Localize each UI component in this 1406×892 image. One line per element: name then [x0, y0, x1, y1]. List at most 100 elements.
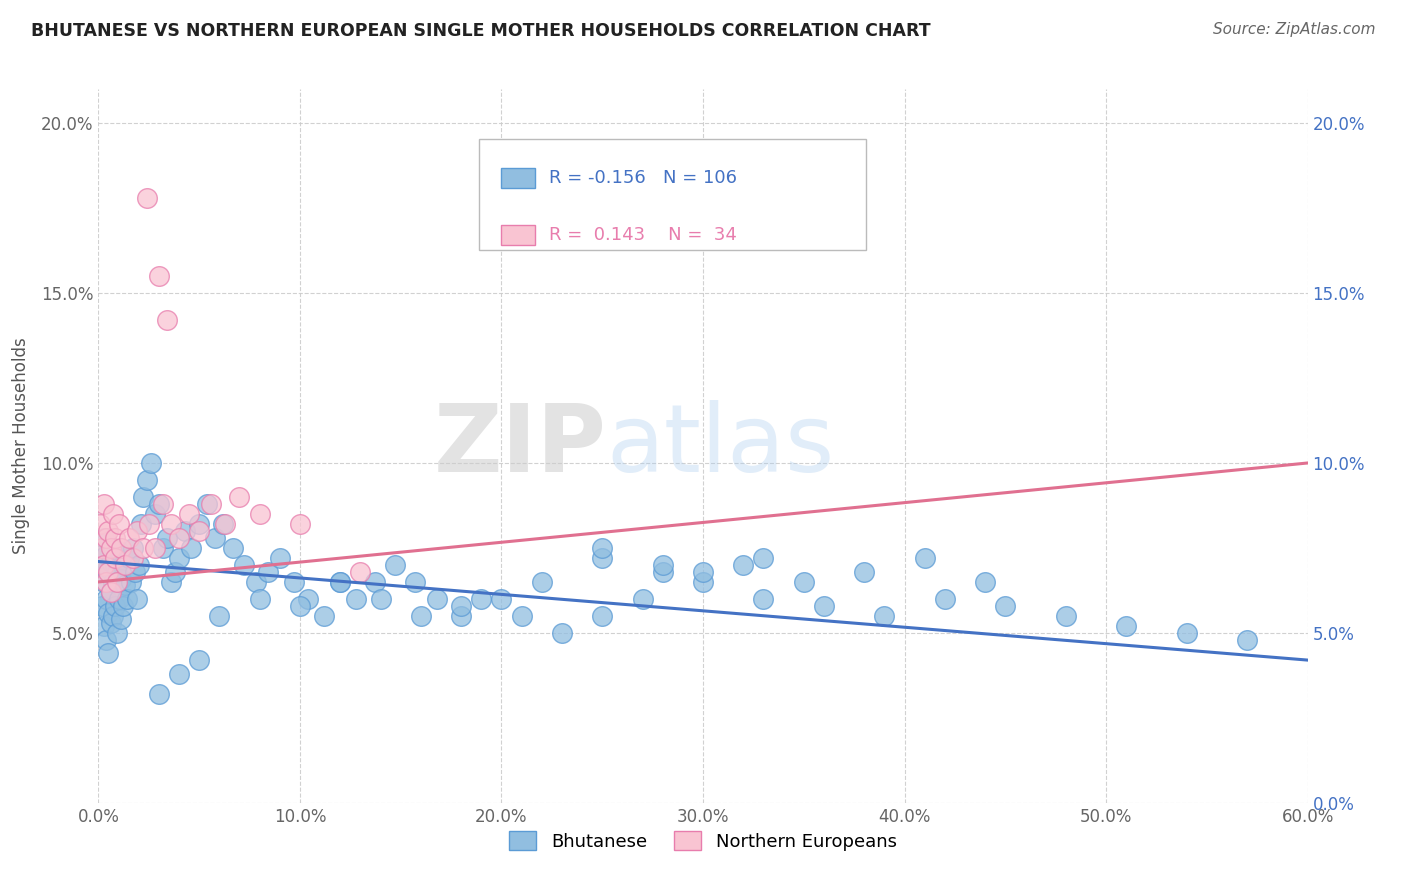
Point — [692, 574, 714, 589]
Point — [107, 517, 129, 532]
Point — [692, 565, 714, 579]
Point — [105, 626, 128, 640]
Point — [256, 565, 278, 579]
Point — [100, 585, 122, 599]
Point — [125, 591, 148, 606]
Point — [180, 541, 202, 555]
Point — [249, 507, 271, 521]
Point — [551, 626, 574, 640]
Point — [135, 473, 157, 487]
Point — [114, 558, 136, 572]
Point — [101, 574, 124, 589]
Point — [1236, 632, 1258, 647]
Point — [733, 558, 755, 572]
Point — [510, 608, 533, 623]
Point — [934, 591, 956, 606]
Point — [152, 541, 174, 555]
Point — [121, 541, 143, 555]
Text: atlas: atlas — [606, 400, 835, 492]
Legend: Bhutanese, Northern Europeans: Bhutanese, Northern Europeans — [502, 824, 904, 858]
Text: R =  0.143    N =  34: R = 0.143 N = 34 — [550, 227, 737, 244]
Point — [89, 517, 111, 532]
Point — [96, 574, 118, 589]
Point — [160, 574, 183, 589]
Point — [148, 497, 170, 511]
Text: BHUTANESE VS NORTHERN EUROPEAN SINGLE MOTHER HOUSEHOLDS CORRELATION CHART: BHUTANESE VS NORTHERN EUROPEAN SINGLE MO… — [31, 22, 931, 40]
Point — [591, 551, 613, 566]
Point — [103, 599, 125, 613]
Point — [163, 565, 186, 579]
Point — [96, 632, 118, 647]
Point — [97, 646, 120, 660]
Point — [167, 531, 190, 545]
Point — [139, 456, 162, 470]
Point — [110, 541, 132, 555]
Point — [384, 558, 406, 572]
Point — [111, 558, 134, 572]
Point — [101, 507, 124, 521]
Point — [222, 541, 245, 555]
Point — [91, 541, 114, 555]
Point — [105, 574, 128, 589]
Point — [591, 541, 613, 555]
Point — [450, 608, 472, 623]
FancyBboxPatch shape — [501, 226, 534, 245]
Point — [96, 548, 118, 562]
Point — [752, 591, 775, 606]
Point — [873, 608, 896, 623]
Point — [91, 551, 114, 566]
Point — [288, 599, 311, 613]
Point — [329, 574, 352, 589]
Point — [93, 619, 115, 633]
Point — [93, 497, 115, 511]
Point — [103, 531, 125, 545]
Point — [651, 558, 673, 572]
Point — [591, 608, 613, 623]
Point — [160, 517, 183, 532]
Point — [813, 599, 835, 613]
Point — [89, 565, 111, 579]
Point — [100, 555, 122, 569]
Point — [93, 558, 115, 572]
Text: ZIP: ZIP — [433, 400, 606, 492]
Point — [96, 591, 118, 606]
Point — [179, 507, 201, 521]
Point — [100, 585, 122, 599]
Point — [228, 490, 250, 504]
Y-axis label: Single Mother Households: Single Mother Households — [11, 338, 30, 554]
Point — [195, 497, 218, 511]
Point — [297, 591, 319, 606]
Point — [148, 269, 170, 284]
Point — [314, 608, 336, 623]
Text: Source: ZipAtlas.com: Source: ZipAtlas.com — [1212, 22, 1375, 37]
Point — [188, 524, 211, 538]
Point — [188, 517, 211, 532]
Point — [129, 517, 152, 532]
FancyBboxPatch shape — [501, 169, 534, 188]
Point — [974, 574, 997, 589]
Point — [125, 524, 148, 538]
Point — [97, 606, 120, 620]
Point — [152, 497, 174, 511]
Point — [288, 517, 311, 532]
Point — [100, 615, 122, 630]
Point — [143, 507, 166, 521]
Point — [132, 490, 155, 504]
Point — [91, 599, 114, 613]
Point — [1054, 608, 1077, 623]
Point — [110, 612, 132, 626]
Point — [97, 561, 120, 575]
Point — [188, 653, 211, 667]
Point — [167, 551, 190, 566]
Point — [156, 313, 179, 327]
Point — [914, 551, 936, 566]
Point — [994, 599, 1017, 613]
Point — [232, 558, 254, 572]
Point — [174, 524, 197, 538]
Point — [1175, 626, 1198, 640]
Point — [121, 551, 143, 566]
Point — [167, 666, 190, 681]
Point — [143, 541, 166, 555]
Point — [107, 544, 129, 558]
Point — [204, 531, 226, 545]
